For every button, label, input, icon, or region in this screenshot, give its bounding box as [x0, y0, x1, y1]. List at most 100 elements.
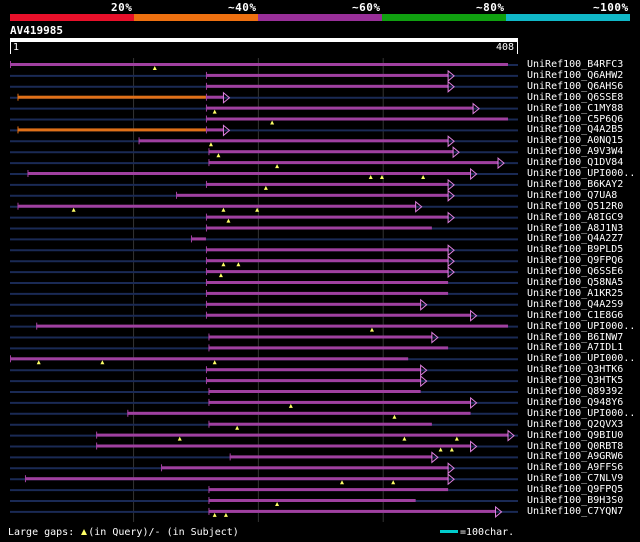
hit-segment [161, 466, 449, 470]
hit-name[interactable]: UniRef100_UPI000.. [527, 168, 636, 179]
hit-name[interactable]: UniRef100_UPI000.. [527, 407, 636, 419]
hit-name[interactable]: UniRef100_B6KAY2 [527, 178, 624, 190]
hit-end-arrow-icon [447, 189, 455, 202]
insertion-marker-icon [212, 512, 217, 517]
legend-label: 20% [111, 1, 133, 14]
hit-end-arrow-icon [507, 429, 515, 442]
insertion-marker-icon [275, 502, 280, 506]
segment-start-tick [205, 377, 207, 385]
hit-end-arrow-icon [497, 157, 505, 170]
insertion-marker-icon [221, 262, 226, 267]
segment-start-tick [208, 159, 210, 167]
hit-name[interactable]: UniRef100_Q6AHW2 [527, 69, 624, 81]
hit-name[interactable]: UniRef100_C7YQN7 [527, 505, 624, 517]
hit-name[interactable]: UniRef100_C5P6Q6 [527, 113, 624, 125]
hit-end-arrow-icon [415, 200, 423, 213]
segment-start-tick [205, 279, 207, 286]
insertion-marker-icon [379, 175, 384, 179]
hit-segment [205, 313, 471, 317]
large-gaps-label: Large gaps: [8, 527, 75, 538]
hit-name[interactable]: UniRef100_A7IDL1 [527, 342, 624, 354]
hit-segment [208, 161, 499, 165]
hit-name[interactable]: UniRef100_C1MY88 [527, 102, 624, 114]
segment-start-tick [161, 464, 163, 472]
hit-segment [205, 226, 432, 230]
hit-name[interactable]: UniRef100_Q0RBT8 [527, 440, 624, 452]
hit-end-arrow-icon [447, 178, 455, 191]
legend-label: ~40% [228, 1, 257, 14]
segment-start-tick [127, 409, 129, 417]
insertion-marker-icon [208, 142, 213, 147]
hit-name[interactable]: UniRef100_Q512R0 [527, 200, 624, 212]
hit-segment [205, 128, 224, 132]
segment-start-tick [229, 453, 231, 461]
hit-segment [176, 193, 449, 197]
insertion-marker-icon [391, 480, 396, 485]
hit-name[interactable]: UniRef100_Q7UA8 [527, 189, 618, 201]
hit-name[interactable]: UniRef100_B4RFC3 [527, 59, 624, 70]
segment-start-tick [205, 93, 207, 101]
legend-color-segment [134, 14, 258, 21]
insertion-marker-icon [402, 436, 407, 441]
insertion-marker-icon [255, 207, 260, 212]
segment-start-tick [205, 246, 207, 254]
hit-name[interactable]: UniRef100_C1E8G6 [527, 309, 624, 321]
hit-segment [208, 150, 454, 154]
hit-name[interactable]: UniRef100_UPI000.. [527, 320, 636, 332]
hit-name[interactable]: UniRef100_A8J1N3 [527, 222, 624, 234]
hit-segment [205, 281, 449, 284]
hit-name[interactable]: UniRef100_B9PLD5 [527, 244, 624, 256]
segment-start-tick [208, 507, 210, 515]
ruler-end-tick [517, 42, 518, 54]
hit-name[interactable]: UniRef100_Q4A2B5 [527, 124, 624, 136]
hit-end-arrow-icon [420, 375, 428, 388]
insertion-marker-icon [454, 436, 459, 441]
hit-name[interactable]: UniRef100_Q9FPQ5 [527, 484, 624, 496]
segment-start-tick [10, 61, 11, 68]
insertion-marker-icon [152, 66, 157, 70]
segment-start-tick [96, 431, 98, 439]
hit-name[interactable]: UniRef100_UPI000.. [527, 353, 636, 365]
hit-name[interactable]: UniRef100_A0NQ15 [527, 135, 624, 147]
scale-legend: =100char. [440, 527, 514, 538]
hit-end-arrow-icon [452, 146, 460, 159]
hit-name[interactable]: UniRef100_Q1DV84 [527, 157, 624, 169]
hit-name[interactable]: UniRef100_Q2QVX3 [527, 418, 624, 430]
hit-segment [205, 259, 449, 263]
hit-name[interactable]: UniRef100_B9H3S0 [527, 495, 624, 506]
hit-name[interactable]: UniRef100_Q948Y6 [527, 396, 624, 408]
hit-end-arrow-icon [447, 244, 455, 257]
hit-end-arrow-icon [495, 505, 503, 518]
hit-name[interactable]: UniRef100_B6INW7 [527, 331, 624, 343]
hit-name[interactable]: UniRef100_Q58NA5 [527, 277, 624, 288]
hit-name[interactable]: UniRef100_Q6SSE6 [527, 266, 624, 278]
segment-start-tick [205, 82, 207, 90]
insertion-marker-icon [221, 207, 226, 212]
hit-name[interactable]: UniRef100_Q4A2S9 [527, 298, 624, 310]
hit-name[interactable]: UniRef100_A9FFS6 [527, 462, 624, 474]
hit-name[interactable]: UniRef100_Q89392 [527, 386, 624, 397]
segment-start-tick [96, 442, 98, 450]
hit-name[interactable]: UniRef100_A9GRW6 [527, 451, 624, 463]
hit-name[interactable]: UniRef100_Q6SSE8 [527, 91, 624, 103]
insertion-marker-icon [270, 120, 275, 125]
hit-name[interactable]: UniRef100_Q9FPQ6 [527, 255, 624, 267]
insertion-marker-icon [36, 360, 41, 365]
hit-segment [205, 215, 449, 219]
hit-name[interactable]: UniRef100_Q6AHS6 [527, 80, 624, 92]
hit-name[interactable]: UniRef100_Q3HTK6 [527, 364, 624, 376]
hit-name[interactable]: UniRef100_C7NLV9 [527, 473, 624, 485]
hit-name[interactable]: UniRef100_Q4A2Z7 [527, 233, 624, 245]
segment-start-tick [208, 420, 210, 428]
segment-start-tick [205, 300, 207, 308]
insertion-marker-icon [177, 436, 182, 441]
hit-name[interactable]: UniRef100_A8IGC9 [527, 211, 624, 223]
hit-name[interactable]: UniRef100_Q9BIU0 [527, 429, 624, 441]
hit-segment [208, 488, 449, 492]
insertion-marker-icon [236, 262, 241, 267]
segment-start-tick [138, 137, 140, 145]
hit-name[interactable]: UniRef100_A9V3W4 [527, 146, 624, 158]
in-query-label: (in Query)/ [88, 527, 155, 538]
hit-name[interactable]: UniRef100_Q3HTK5 [527, 375, 624, 387]
hit-name[interactable]: UniRef100_A1KR25 [527, 287, 624, 299]
